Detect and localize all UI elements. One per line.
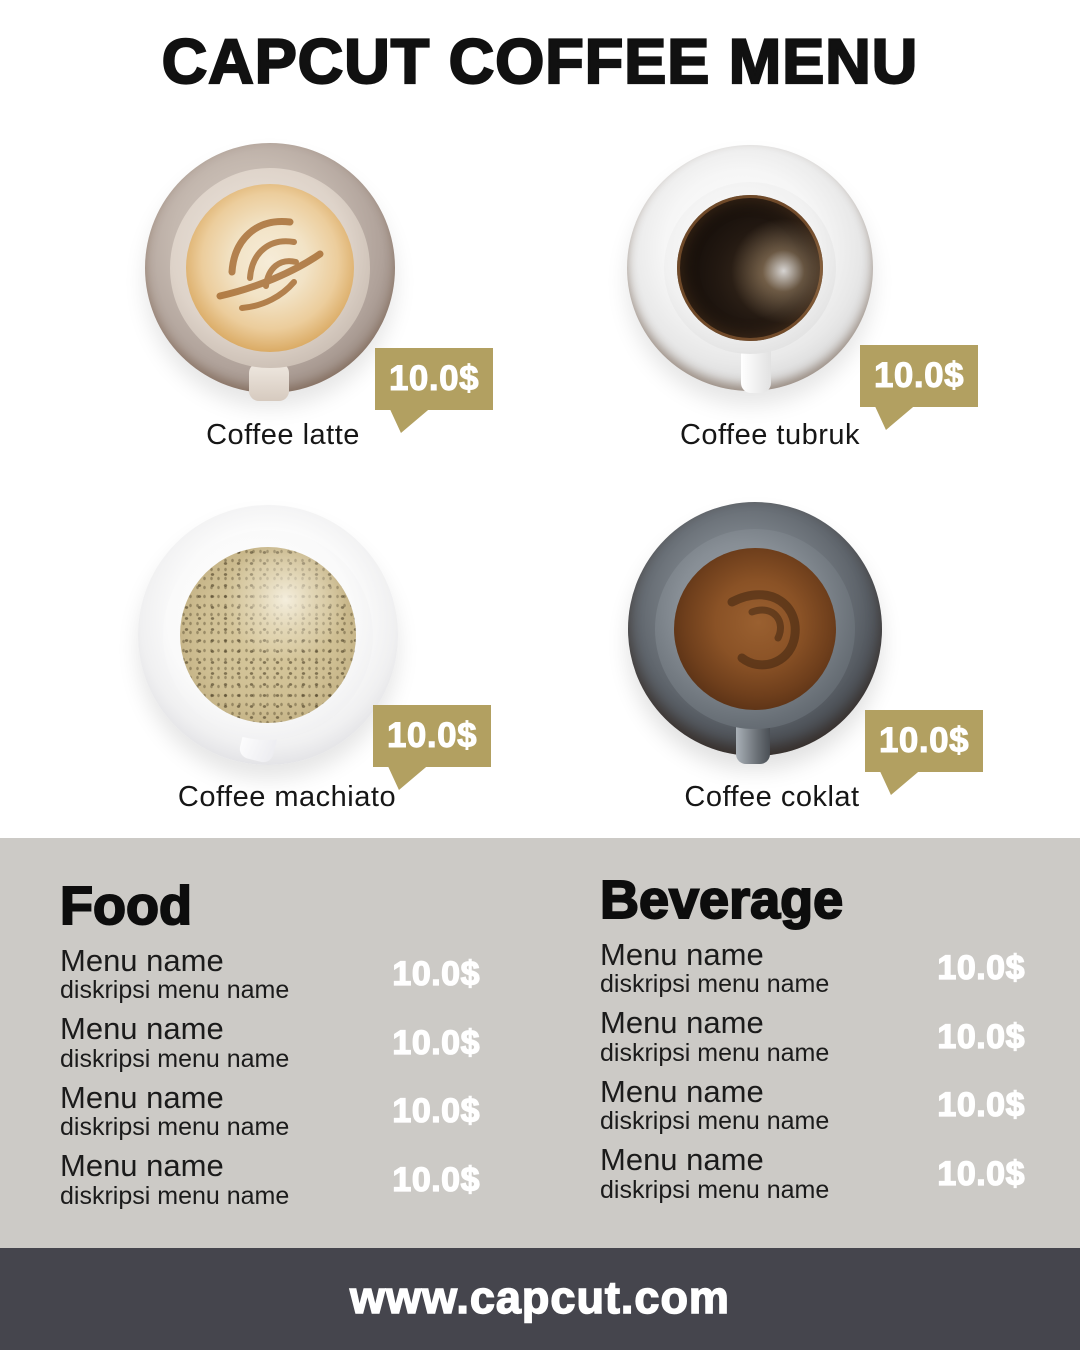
menu-item-text: Menu name diskripsi menu name <box>60 1013 289 1073</box>
menu-item: Menu name diskripsi menu name 10.0$ <box>60 1013 480 1073</box>
coffee-surface <box>180 547 356 723</box>
menu-item: Menu name diskripsi menu name 10.0$ <box>600 936 1025 999</box>
menu-item-name: Menu name <box>600 1005 764 1041</box>
food-section: Food Menu name diskripsi menu name 10.0$… <box>59 876 480 1219</box>
menu-item-price: 10.0$ <box>392 1023 480 1062</box>
menu-item: Menu name diskripsi menu name 10.0$ <box>600 1073 1025 1136</box>
section-heading-beverage: Beverage <box>599 870 844 930</box>
coffee-photo-coklat <box>628 502 882 764</box>
coffee-photo-machiato <box>138 505 398 765</box>
price-tag-label: 10.0$ <box>873 356 965 396</box>
price-tag-label: 10.0$ <box>878 721 970 761</box>
menu-item-price: 10.0$ <box>392 954 480 993</box>
menu-item-text: Menu name diskripsi menu name <box>600 1007 829 1067</box>
menu-item-text: Menu name diskripsi menu name <box>600 1144 829 1204</box>
section-heading-food: Food <box>59 876 193 936</box>
menu-panel: Food Menu name diskripsi menu name 10.0$… <box>0 838 1080 1248</box>
menu-item: Menu name diskripsi menu name 10.0$ <box>600 1007 1025 1067</box>
coffee-highlight <box>677 195 823 341</box>
menu-item-text: Menu name diskripsi menu name <box>60 942 290 1005</box>
menu-item-price: 10.0$ <box>937 1085 1025 1125</box>
menu-item-text: Menu name diskripsi menu name <box>600 936 830 999</box>
menu-item-price: 10.0$ <box>392 1160 480 1199</box>
coffee-surface <box>674 548 836 710</box>
menu-item-desc: diskripsi menu name <box>600 1175 830 1204</box>
menu-item-name: Menu name <box>60 942 224 978</box>
coffee-name: Coffee latte <box>206 419 360 451</box>
coffee-name: Coffee machiato <box>177 781 397 813</box>
menu-item-price: 10.0$ <box>937 1154 1025 1193</box>
menu-item-name: Menu name <box>600 1073 764 1109</box>
website-url: www.capcut.com <box>349 1271 730 1324</box>
cup-handle <box>249 363 289 401</box>
menu-item-price: 10.0$ <box>937 1017 1025 1056</box>
menu-item-desc: diskripsi menu name <box>60 1113 290 1142</box>
menu-item: Menu name diskripsi menu name 10.0$ <box>600 1144 1025 1204</box>
page-title: CAPCUT COFFEE MENU <box>161 26 919 98</box>
menu-item-desc: diskripsi menu name <box>60 1044 290 1073</box>
menu-item-price: 10.0$ <box>392 1091 480 1131</box>
coffee-photo-tubruk <box>627 145 873 393</box>
menu-item-price: 10.0$ <box>937 948 1025 987</box>
menu-item-name: Menu name <box>600 936 764 972</box>
menu-item-desc: diskripsi menu name <box>60 1181 290 1210</box>
cocoa-swirl-art <box>674 548 836 710</box>
coffee-photo-latte <box>145 143 395 401</box>
menu-item-desc: diskripsi menu name <box>600 1038 830 1067</box>
price-tag-label: 10.0$ <box>386 716 478 756</box>
menu-item: Menu name diskripsi menu name 10.0$ <box>60 1079 480 1142</box>
menu-item-desc: diskripsi menu name <box>600 970 830 999</box>
latte-art-fern <box>186 184 354 352</box>
footer-bar: www.capcut.com <box>0 1248 1080 1350</box>
menu-item-name: Menu name <box>60 1148 224 1184</box>
menu-item-desc: diskripsi menu name <box>60 976 290 1005</box>
menu-item-text: Menu name diskripsi menu name <box>600 1073 830 1136</box>
beverage-section: Beverage Menu name diskripsi menu name 1… <box>599 870 1025 1213</box>
price-tag-label: 10.0$ <box>388 359 480 399</box>
menu-item-name: Menu name <box>60 1011 224 1047</box>
menu-item-text: Menu name diskripsi menu name <box>60 1079 290 1142</box>
menu-item-desc: diskripsi menu name <box>600 1107 830 1136</box>
menu-item-text: Menu name diskripsi menu name <box>60 1150 289 1210</box>
menu-item: Menu name diskripsi menu name 10.0$ <box>60 1150 480 1210</box>
price-tag: 10.0$ <box>860 345 978 430</box>
price-tag: 10.0$ <box>373 705 491 790</box>
coffee-name: Coffee coklat <box>684 781 860 813</box>
menu-item-name: Menu name <box>60 1079 224 1115</box>
menu-item-name: Menu name <box>600 1142 764 1178</box>
menu-item: Menu name diskripsi menu name 10.0$ <box>60 942 480 1005</box>
coffee-name: Coffee tubruk <box>679 419 861 451</box>
